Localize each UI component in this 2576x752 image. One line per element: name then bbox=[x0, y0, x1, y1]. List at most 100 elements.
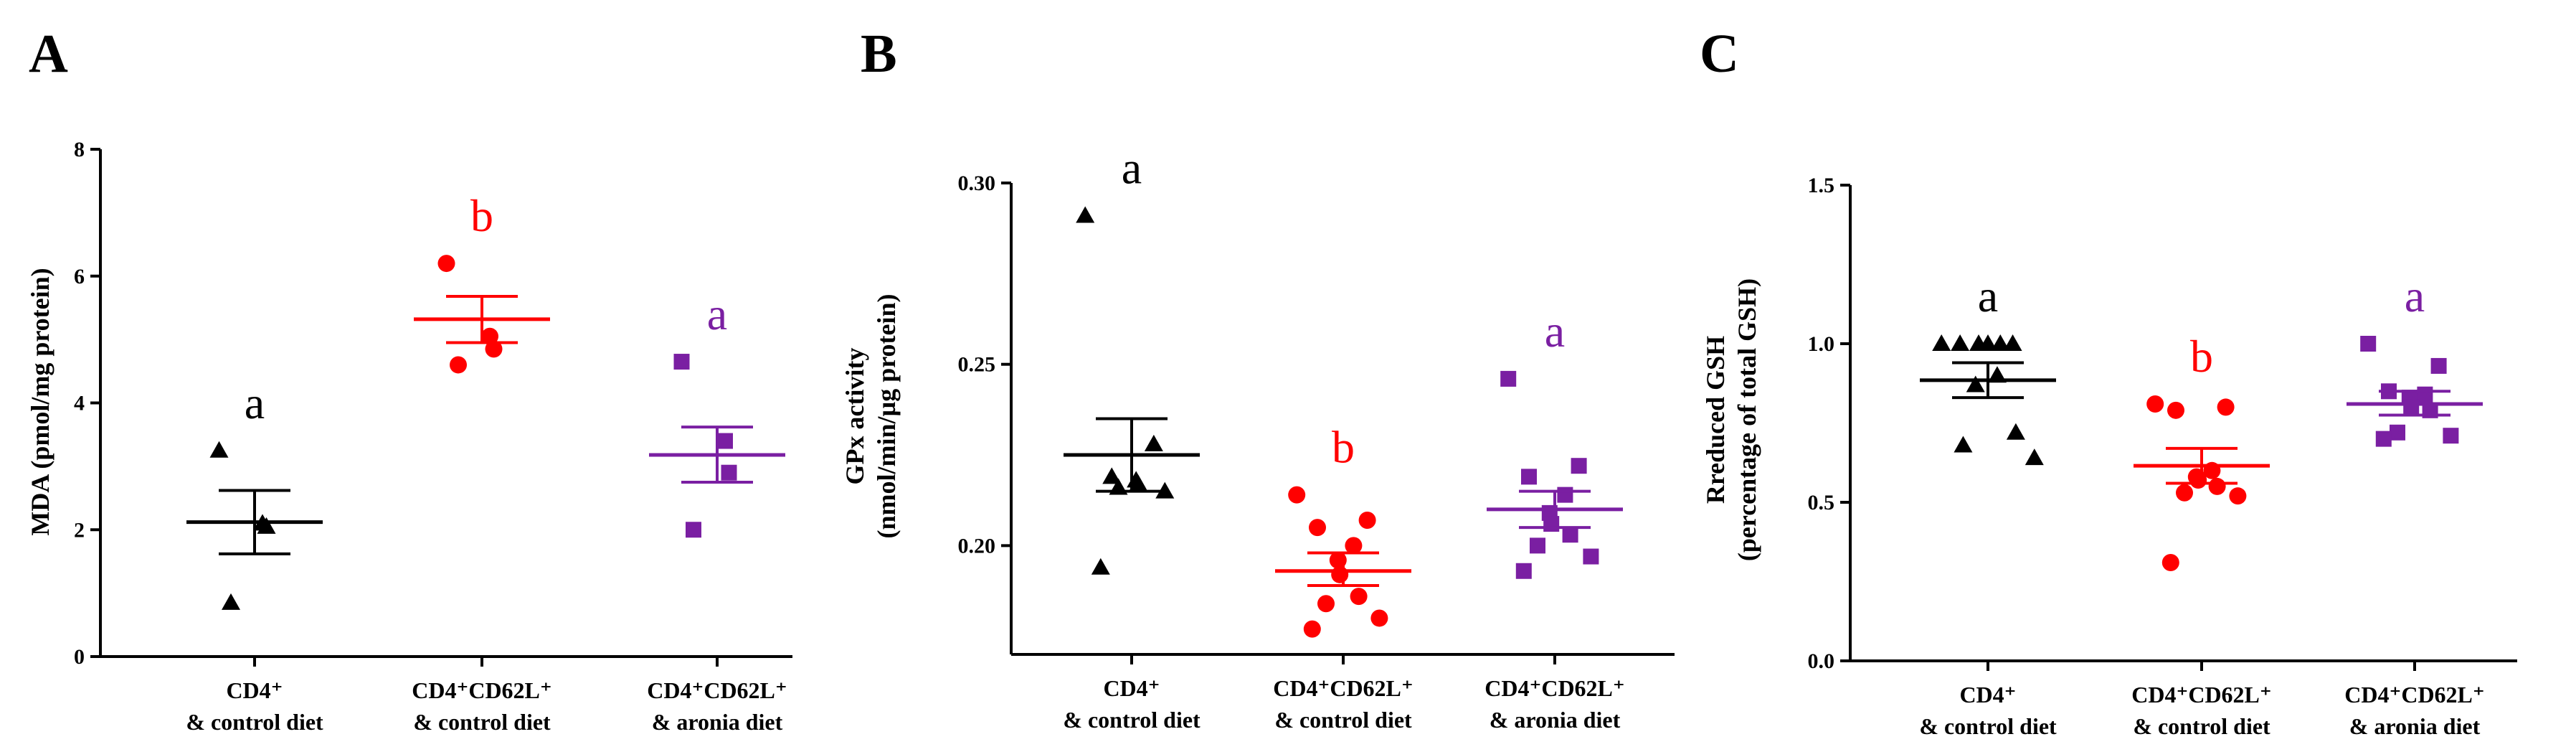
data-point bbox=[686, 522, 701, 538]
y-tick-label: 0.30 bbox=[958, 171, 996, 195]
data-point bbox=[2403, 399, 2420, 415]
x-tick-label: CD4⁺CD62L⁺ & aronia diet bbox=[647, 677, 787, 735]
significance-letter: a bbox=[1545, 306, 1565, 357]
data-point bbox=[2443, 428, 2459, 444]
data-point bbox=[1500, 370, 1517, 387]
data-point bbox=[1317, 595, 1335, 613]
group-3: CD4⁺CD62L⁺ & aronia diet a bbox=[2344, 271, 2485, 739]
data-point bbox=[485, 340, 503, 358]
y-axis-title-line: (nmol/min/µg protein) bbox=[872, 293, 901, 538]
data-point bbox=[1091, 558, 1110, 575]
y-axis-title-line: (percentage of total GSH) bbox=[1733, 278, 1761, 561]
data-point bbox=[673, 354, 690, 370]
y-axis-title-line: MDA (pmol/mg protein) bbox=[26, 268, 55, 535]
significance-letter: a bbox=[707, 288, 727, 339]
data-point bbox=[1571, 458, 1587, 474]
y-tick-label: 4 bbox=[74, 392, 85, 415]
y-axis-title: GPx activity (nmol/min/µg protein) bbox=[840, 293, 901, 538]
x-tick-label-line: CD4⁺CD62L⁺ bbox=[2344, 682, 2485, 708]
panel-a: A MDA (pmol/mg protein) 0 2 4 6 8 CD4⁺ & contr… bbox=[26, 24, 792, 735]
data-point bbox=[1932, 334, 1951, 351]
group-2: CD4⁺CD62L⁺ & control diet b bbox=[2131, 331, 2272, 739]
y-tick-label: 0.5 bbox=[1808, 491, 1835, 514]
group-1: CD4⁺ & control diet a bbox=[1063, 142, 1201, 733]
significance-letter: a bbox=[245, 377, 265, 428]
data-point bbox=[1331, 565, 1349, 583]
data-point bbox=[2176, 484, 2193, 502]
data-point bbox=[2417, 386, 2433, 403]
data-point bbox=[1583, 548, 1599, 565]
data-point bbox=[1530, 537, 1545, 554]
data-point bbox=[2025, 448, 2044, 466]
panel-b-letter: B bbox=[861, 24, 897, 84]
x-tick-label: CD4⁺ & control diet bbox=[1063, 675, 1201, 733]
panel-c: C Rreduced GSH (percentage of total GSH) … bbox=[1700, 24, 2517, 739]
data-point bbox=[2430, 357, 2447, 374]
panel-b-plot: 0.20 0.25 0.30 CD4⁺ & control diet a CD4⁺CD62L… bbox=[958, 142, 1675, 733]
x-tick-label-line: & aronia diet bbox=[652, 709, 783, 735]
significance-letter: a bbox=[2405, 271, 2425, 321]
x-tick-label-line: CD4⁺CD62L⁺ bbox=[1484, 675, 1625, 701]
x-tick-label-line: CD4⁺CD62L⁺ bbox=[2131, 682, 2272, 708]
data-point bbox=[1288, 486, 1306, 504]
data-point bbox=[721, 464, 737, 481]
data-point bbox=[222, 593, 240, 610]
x-tick-label: CD4⁺CD62L⁺ & aronia diet bbox=[2344, 682, 2485, 739]
x-tick-label-line: & control diet bbox=[1063, 707, 1201, 733]
data-point bbox=[2003, 334, 2022, 351]
data-point bbox=[1129, 474, 1148, 492]
data-point bbox=[437, 255, 455, 273]
data-point bbox=[1954, 436, 1973, 453]
x-tick-label: CD4⁺CD62L⁺ & aronia diet bbox=[1484, 675, 1625, 733]
x-tick-label-line: & control diet bbox=[1919, 713, 2057, 739]
significance-letter: b bbox=[470, 190, 493, 241]
data-point bbox=[450, 356, 467, 374]
x-tick-label-line: CD4⁺ bbox=[1103, 675, 1160, 701]
x-tick-label-line: & control diet bbox=[1274, 707, 1412, 733]
data-point bbox=[257, 517, 276, 534]
data-point bbox=[1951, 334, 1970, 351]
group-1: CD4⁺ & control diet a bbox=[186, 377, 323, 735]
panel-a-plot: 0 2 4 6 8 CD4⁺ & control diet a CD4⁺CD62L⁺ & cont… bbox=[74, 138, 792, 735]
x-tick-label: CD4⁺CD62L⁺ & control diet bbox=[2131, 682, 2272, 739]
x-tick-label-line: CD4⁺CD62L⁺ bbox=[647, 677, 787, 703]
data-point bbox=[2229, 487, 2247, 505]
panel-c-y-axis-label: Rreduced GSH (percentage of total GSH) bbox=[1701, 278, 1761, 561]
y-tick-label: 0.20 bbox=[958, 534, 996, 558]
x-tick-label-line: CD4⁺CD62L⁺ bbox=[1273, 675, 1414, 701]
significance-letter: b bbox=[2190, 331, 2213, 382]
data-point bbox=[1966, 375, 1985, 393]
x-tick-label-line: & control diet bbox=[413, 709, 551, 735]
data-point bbox=[2390, 424, 2405, 441]
x-tick-label-line: & aronia diet bbox=[2349, 713, 2481, 739]
significance-letter: a bbox=[1978, 271, 1998, 321]
y-axis-title-line: GPx activity bbox=[840, 348, 869, 485]
data-point bbox=[1521, 469, 1537, 485]
x-tick-label: CD4⁺ & control diet bbox=[1919, 682, 2057, 739]
data-point bbox=[2189, 471, 2207, 489]
panel-a-y-axis-label: MDA (pmol/mg protein) bbox=[26, 268, 55, 535]
y-axis-title: MDA (pmol/mg protein) bbox=[26, 268, 55, 535]
data-point bbox=[1076, 206, 1095, 223]
panel-b: B GPx activity (nmol/min/µg protein) 0.20… bbox=[840, 24, 1675, 733]
data-point bbox=[1979, 334, 1997, 351]
data-point bbox=[2208, 477, 2226, 495]
y-tick-label: 1.5 bbox=[1808, 174, 1835, 197]
panel-a-letter: A bbox=[29, 24, 68, 84]
panel-b-y-axis-label: GPx activity (nmol/min/µg protein) bbox=[840, 293, 901, 538]
data-point bbox=[209, 441, 229, 458]
y-tick-label: 0.25 bbox=[958, 353, 996, 377]
data-point bbox=[1144, 434, 1163, 451]
data-point bbox=[2360, 336, 2377, 352]
data-point bbox=[1543, 516, 1560, 532]
data-point bbox=[1102, 467, 1122, 484]
group-2: CD4⁺CD62L⁺ & control diet b bbox=[412, 190, 552, 735]
group-2: CD4⁺CD62L⁺ & control diet b bbox=[1273, 422, 1414, 733]
x-tick-label-line: & control diet bbox=[186, 709, 323, 735]
significance-letter: b bbox=[1332, 422, 1355, 473]
panel-c-letter: C bbox=[1700, 24, 1739, 84]
y-tick-label: 6 bbox=[74, 265, 85, 288]
